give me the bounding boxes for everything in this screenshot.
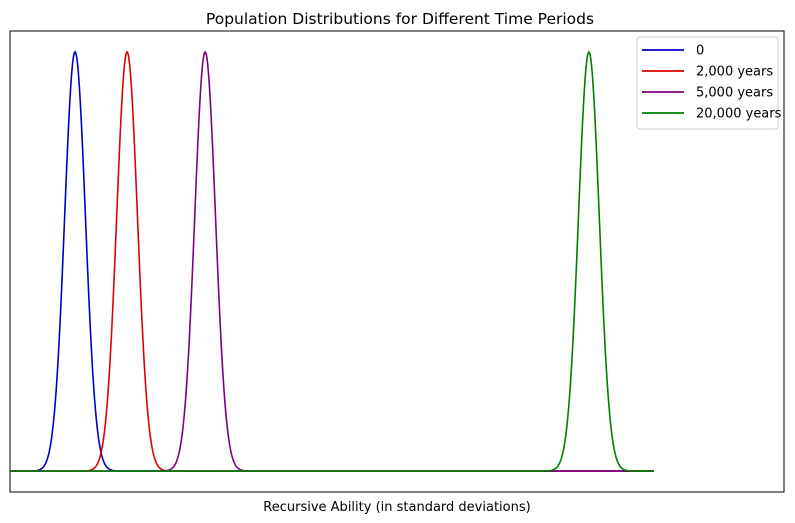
legend-label-2: 5,000 years [696, 86, 773, 101]
plot-area-frame [9, 30, 785, 493]
legend-label-0: 0 [696, 44, 704, 59]
series-line-3 [10, 50, 654, 472]
legend: 0 2,000 years 5,000 years 20,000 years [636, 36, 782, 130]
series-layer [10, 50, 654, 472]
legend-box [636, 36, 779, 130]
series-line-1 [10, 51, 654, 472]
x-axis-label: Recursive Ability (in standard deviation… [263, 500, 530, 515]
legend-label-3: 20,000 years [696, 107, 782, 122]
chart-title: Population Distributions for Different T… [206, 10, 594, 28]
legend-label-1: 2,000 years [696, 65, 773, 80]
